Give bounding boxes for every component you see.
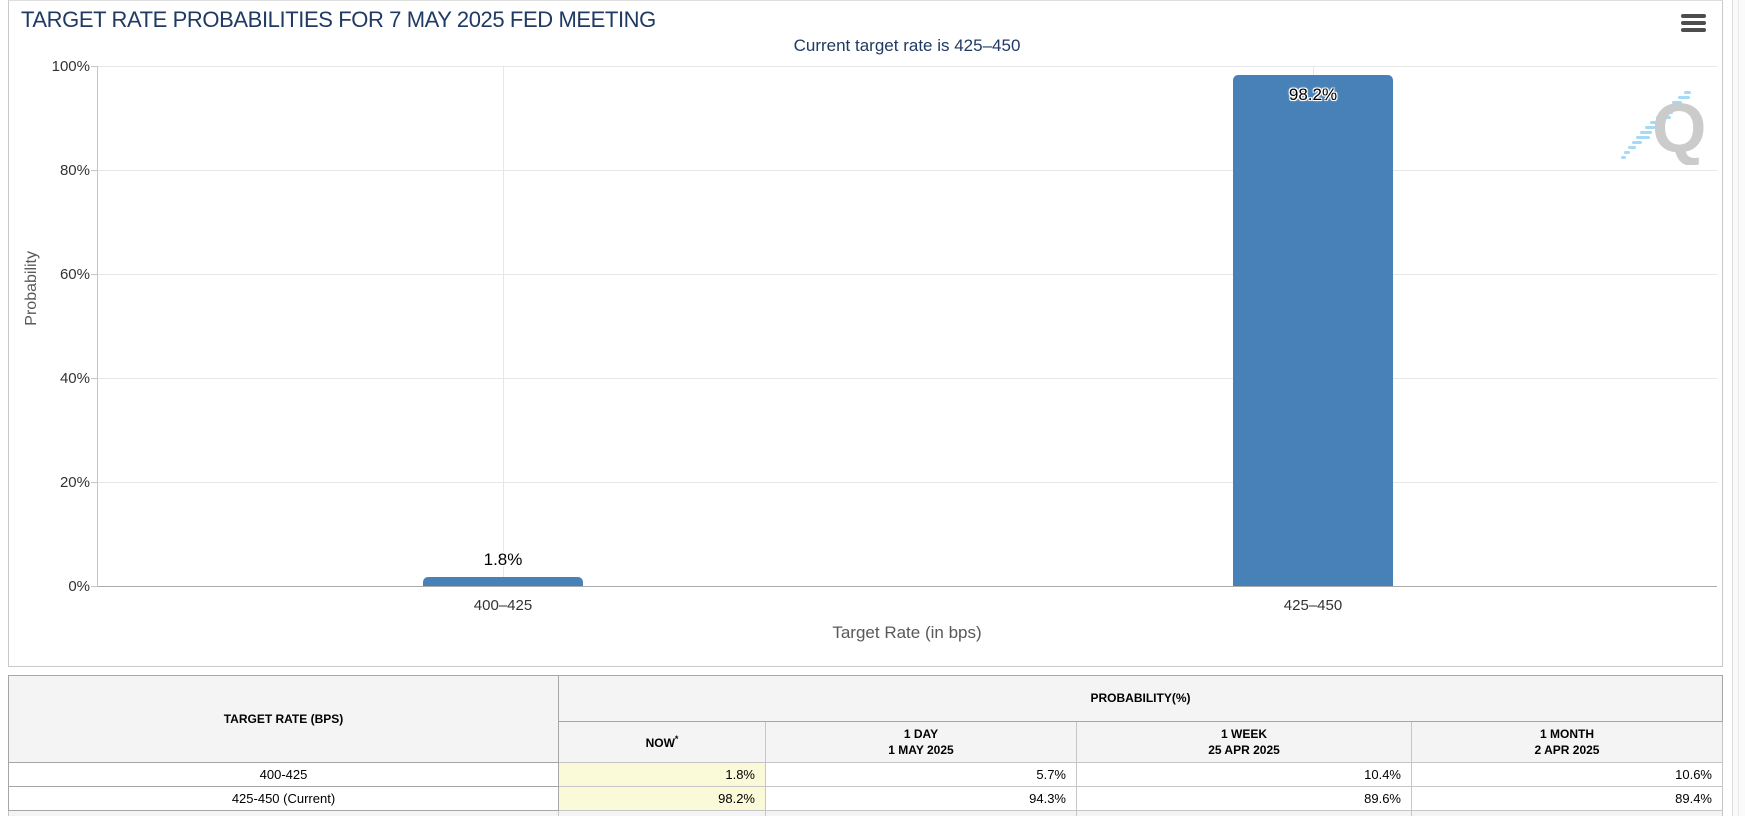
h-gridline (98, 170, 1717, 171)
col-header-1-month: 1 MONTH 2 APR 2025 (1411, 721, 1723, 763)
col-header-1-day: 1 DAY 1 MAY 2025 (765, 721, 1077, 763)
probability-cell: 10.4% (1076, 762, 1412, 787)
watermark-letter-q: Q (1652, 89, 1704, 165)
h-gridline (98, 274, 1717, 275)
partial-cell (558, 810, 766, 816)
y-tick-mark (91, 274, 98, 275)
probability-table: TARGET RATE (BPS) PROBABILITY(%) NOW* 1 … (8, 675, 1723, 816)
scrollbar-divider (1738, 0, 1739, 816)
y-tick-label: 0% (68, 578, 90, 595)
probability-cell: 98.2% (558, 786, 766, 811)
hamburger-menu-icon[interactable] (1681, 14, 1706, 35)
vertical-scrollbar[interactable] (1732, 0, 1745, 816)
col-header-probability-group: PROBABILITY(%) (558, 675, 1723, 722)
col-header-1-week: 1 WEEK 25 APR 2025 (1076, 721, 1412, 763)
month-label: 1 MONTH (1540, 726, 1594, 741)
table-row: 425-450 (Current) 98.2% 94.3% 89.6% 89.4% (8, 786, 1723, 811)
h-gridline (98, 378, 1717, 379)
now-label: NOW (645, 735, 675, 750)
y-tick-label: 20% (59, 474, 90, 491)
probability-cell: 89.6% (1076, 786, 1412, 811)
probability-table-body: 400-425 1.8% 5.7% 10.4% 10.6% 425-450 (Curren… (8, 762, 1723, 816)
menu-bar (1681, 28, 1706, 32)
month-date: 2 APR 2025 (1534, 743, 1600, 757)
page-title: TARGET RATE PROBABILITIES FOR 7 MAY 2025… (21, 7, 656, 32)
day-label: 1 DAY (903, 726, 939, 741)
fedwatch-chart-panel: TARGET RATE PROBABILITIES FOR 7 MAY 2025… (8, 0, 1723, 667)
probability-cell: 89.4% (1411, 786, 1723, 811)
table-row: 400-425 1.8% 5.7% 10.4% 10.6% (8, 762, 1723, 787)
now-footnote-marker: * (674, 733, 679, 744)
bar-400–425[interactable] (423, 577, 583, 586)
y-tick-label: 100% (51, 58, 90, 75)
partial-cell (765, 810, 1077, 816)
v-gridline (503, 67, 504, 586)
probability-cell: 94.3% (765, 786, 1077, 811)
x-tick-label: 425–450 (1283, 597, 1343, 614)
week-date: 25 APR 2025 (1208, 743, 1280, 757)
partial-cell (8, 810, 559, 816)
chart-subtitle: Current target rate is 425–450 (793, 36, 1021, 55)
x-axis-title: Target Rate (in bps) (832, 623, 982, 642)
y-tick-mark (91, 586, 98, 587)
y-tick-label: 60% (59, 266, 90, 283)
menu-bar (1681, 14, 1706, 18)
partial-cell (1076, 810, 1412, 816)
plot-area: 0% 20% 40% 60% 80% 100% 1.8% 400–425 98.2% 425–45… (52, 58, 1717, 614)
y-axis-title: Probability (23, 251, 40, 326)
target-rate-cell: 400-425 (8, 762, 559, 787)
bar-425–450[interactable] (1233, 75, 1393, 586)
week-label: 1 WEEK (1220, 726, 1267, 741)
bar-value-label: 98.2% (1288, 85, 1338, 104)
probability-cell: 1.8% (558, 762, 766, 787)
quikstrike-watermark-logo: Q (1621, 89, 1704, 165)
partial-next-row (8, 810, 1723, 816)
day-date: 1 MAY 2025 (888, 743, 954, 757)
h-gridline (98, 66, 1717, 67)
y-tick-mark (91, 170, 98, 171)
target-rate-cell: 425-450 (Current) (8, 786, 559, 811)
x-tick-label: 400–425 (473, 597, 533, 614)
probability-cell: 5.7% (765, 762, 1077, 787)
y-tick-label: 40% (59, 370, 90, 387)
bar-value-label: 1.8% (483, 550, 523, 569)
partial-cell (1411, 810, 1723, 816)
probability-cell: 10.6% (1411, 762, 1723, 787)
col-header-now: NOW* (558, 721, 766, 763)
y-tick-mark (91, 482, 98, 483)
y-tick-label: 80% (59, 162, 90, 179)
y-tick-mark (91, 378, 98, 379)
menu-bar (1681, 21, 1706, 25)
col-header-target-rate: TARGET RATE (BPS) (8, 675, 559, 763)
h-gridline (98, 482, 1717, 483)
y-tick-mark (91, 66, 98, 67)
probability-table-panel: TARGET RATE (BPS) PROBABILITY(%) NOW* 1 … (8, 675, 1723, 816)
